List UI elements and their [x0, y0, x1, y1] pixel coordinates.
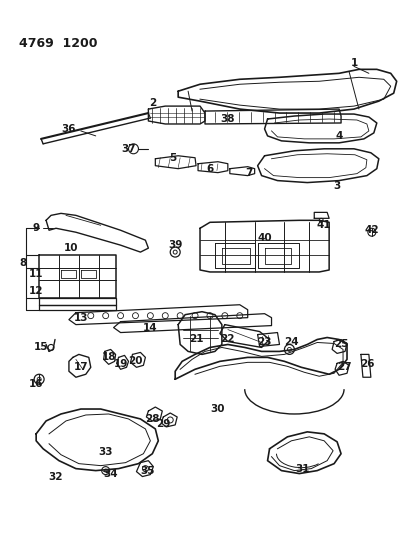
Text: 33: 33 [98, 447, 113, 457]
Text: 31: 31 [295, 464, 310, 474]
Text: 41: 41 [317, 220, 331, 230]
Text: 32: 32 [49, 472, 63, 481]
Text: 6: 6 [206, 164, 213, 174]
Text: 38: 38 [221, 114, 235, 124]
Text: 9: 9 [33, 223, 40, 233]
Text: 12: 12 [29, 286, 43, 296]
Text: 14: 14 [143, 322, 157, 333]
Text: 1: 1 [350, 59, 357, 68]
Text: 10: 10 [64, 243, 78, 253]
Text: 11: 11 [29, 269, 43, 279]
Text: 22: 22 [221, 335, 235, 344]
Text: 17: 17 [73, 362, 88, 373]
Text: 7: 7 [245, 168, 253, 177]
Text: 15: 15 [34, 342, 49, 352]
Text: 2: 2 [149, 98, 156, 108]
Text: 5: 5 [170, 153, 177, 163]
Text: 20: 20 [128, 357, 143, 366]
Text: 40: 40 [257, 233, 272, 243]
Text: 21: 21 [189, 335, 203, 344]
Text: 26: 26 [359, 359, 374, 369]
Text: 34: 34 [103, 469, 118, 479]
Text: 30: 30 [211, 404, 225, 414]
Text: 3: 3 [333, 181, 341, 191]
Text: 37: 37 [121, 144, 136, 154]
Text: 16: 16 [29, 379, 43, 389]
Text: 8: 8 [20, 258, 27, 268]
Text: 18: 18 [102, 352, 116, 362]
Text: 36: 36 [62, 124, 76, 134]
Text: 39: 39 [168, 240, 182, 250]
Text: 19: 19 [113, 359, 128, 369]
Text: 27: 27 [337, 362, 351, 373]
Text: 42: 42 [364, 225, 379, 235]
Text: 35: 35 [140, 466, 155, 475]
Text: 4: 4 [335, 131, 343, 141]
Text: 23: 23 [257, 337, 272, 348]
Text: 28: 28 [145, 414, 160, 424]
Text: 25: 25 [334, 340, 348, 350]
Text: 24: 24 [284, 337, 299, 348]
Text: 4769  1200: 4769 1200 [19, 37, 98, 50]
Text: 29: 29 [156, 419, 171, 429]
Text: 13: 13 [73, 313, 88, 322]
